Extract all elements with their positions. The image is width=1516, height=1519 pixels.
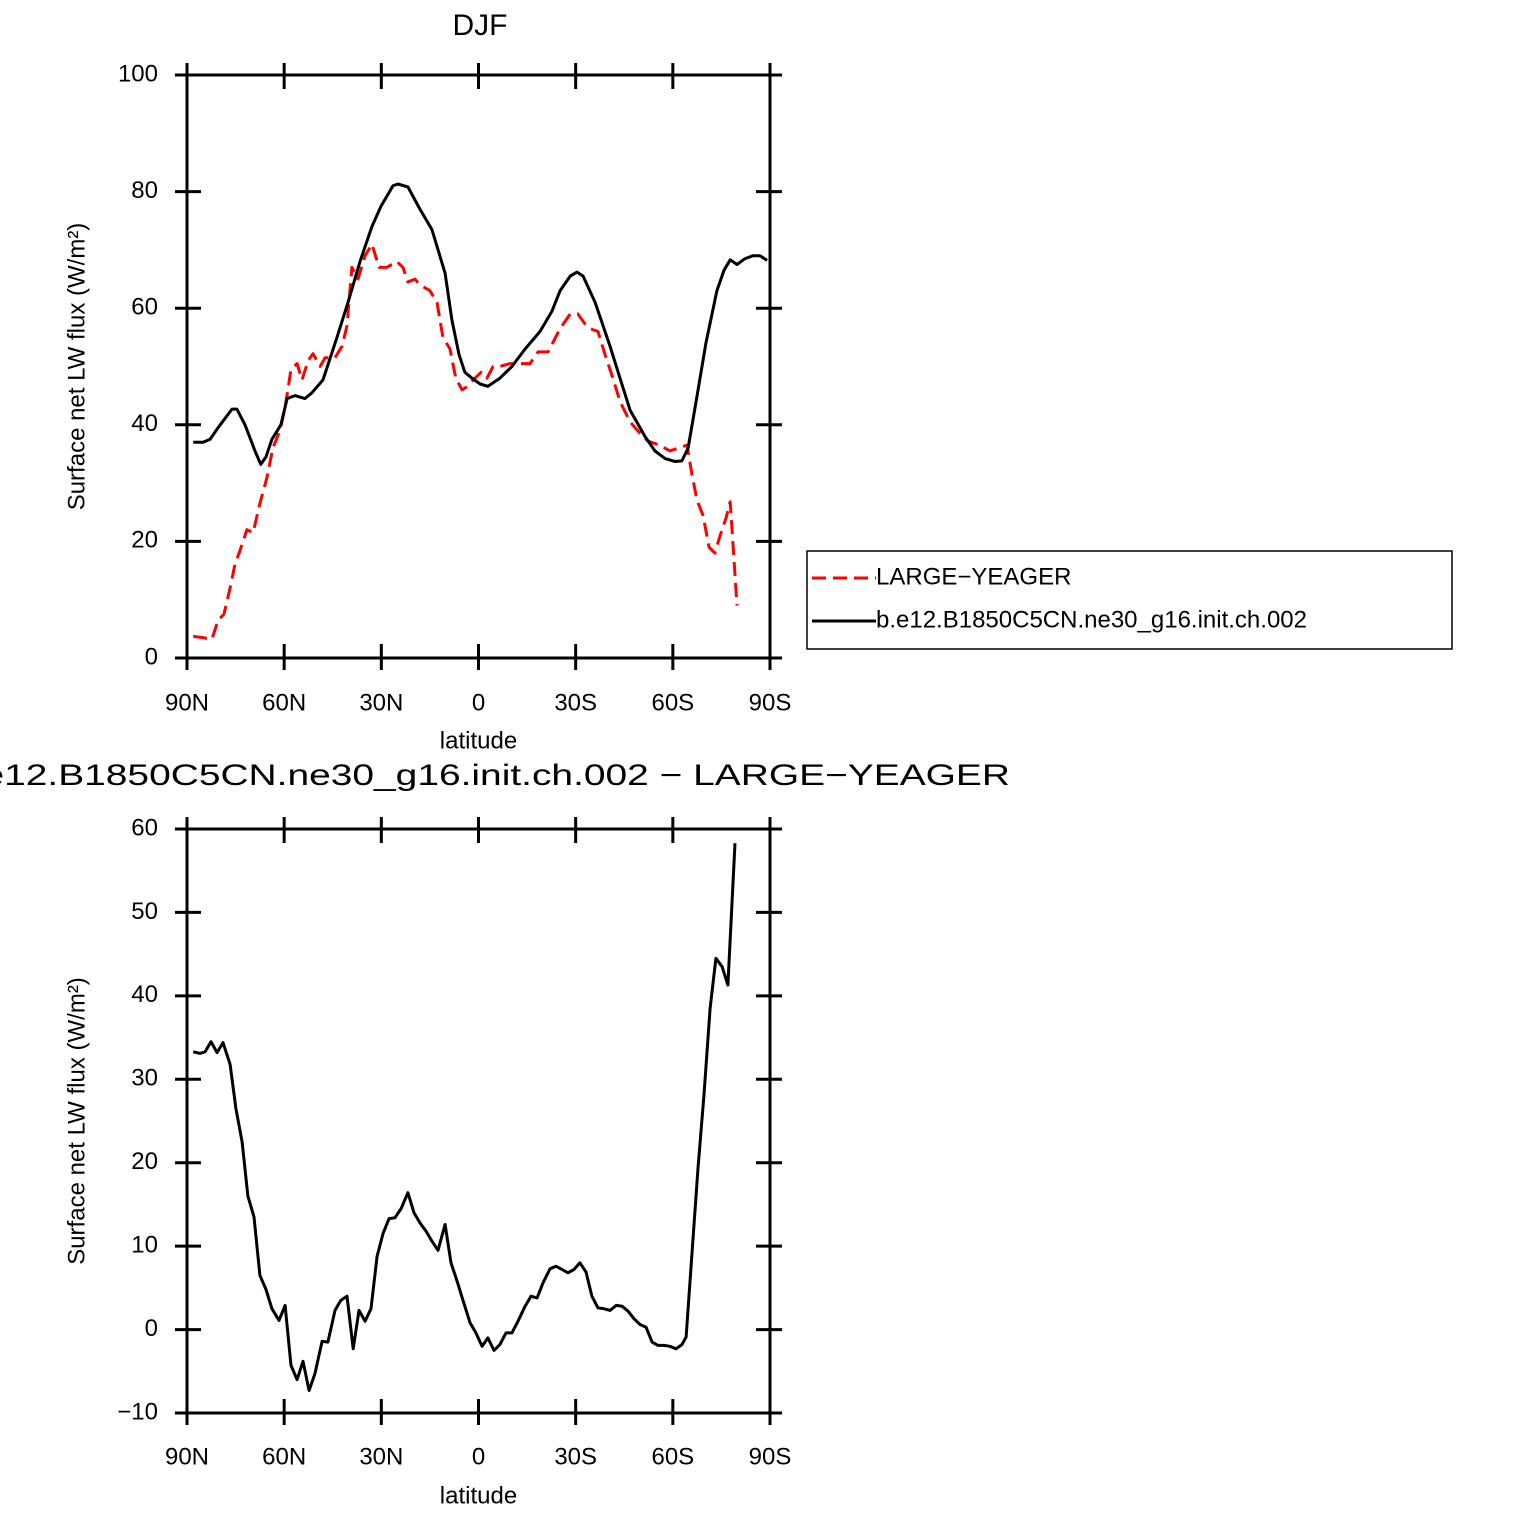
- x-tick-label: 90S: [749, 689, 792, 716]
- plot-frame: [185, 73, 772, 660]
- chart-title: b.e12.B1850C5CN.ne30_g16.init.ch.002 − L…: [0, 759, 1010, 792]
- x-tick-label: 60S: [651, 1443, 694, 1470]
- x-tick-label: 30S: [554, 689, 597, 716]
- x-tick-label: 30S: [554, 1443, 597, 1470]
- y-tick-label: −10: [117, 1398, 158, 1425]
- x-tick-label: 30N: [359, 1443, 403, 1470]
- legend-label: b.e12.B1850C5CN.ne30_g16.init.ch.002: [876, 606, 1307, 633]
- x-tick-label: 90N: [165, 1443, 209, 1470]
- y-tick-label: 50: [131, 898, 158, 925]
- y-tick-label: 60: [131, 294, 158, 321]
- data-line: [192, 843, 737, 1392]
- x-tick-label: 0: [472, 1443, 485, 1470]
- plot-frame: [185, 827, 772, 1415]
- x-tick-label: 90S: [749, 1443, 792, 1470]
- x-axis-label: latitude: [440, 727, 517, 754]
- x-tick-label: 90N: [165, 689, 209, 716]
- y-tick-label: 20: [131, 1148, 158, 1175]
- x-tick-label: 60S: [651, 689, 694, 716]
- y-tick-label: 80: [131, 177, 158, 204]
- y-axis-label: Surface net LW flux (W/m²): [63, 977, 90, 1265]
- y-tick-label: 40: [131, 410, 158, 437]
- x-axis-label: latitude: [440, 1482, 517, 1509]
- x-tick-label: 60N: [262, 689, 306, 716]
- legend-label: LARGE−YEAGER: [876, 563, 1071, 590]
- chart-title: DJF: [453, 9, 508, 42]
- y-tick-label: 40: [131, 981, 158, 1008]
- x-tick-label: 30N: [359, 689, 403, 716]
- x-tick-label: 60N: [262, 1443, 306, 1470]
- y-tick-label: 20: [131, 527, 158, 554]
- y-tick-label: 60: [131, 814, 158, 841]
- y-tick-label: 10: [131, 1231, 158, 1258]
- data-line: [193, 242, 739, 641]
- legend-box: [806, 550, 1453, 650]
- y-tick-label: 0: [145, 1315, 158, 1342]
- y-axis-label: Surface net LW flux (W/m²): [63, 223, 90, 511]
- x-tick-label: 0: [472, 689, 485, 716]
- y-tick-label: 0: [145, 643, 158, 670]
- y-tick-label: 100: [118, 60, 158, 87]
- data-line: [193, 182, 768, 466]
- y-tick-label: 30: [131, 1065, 158, 1092]
